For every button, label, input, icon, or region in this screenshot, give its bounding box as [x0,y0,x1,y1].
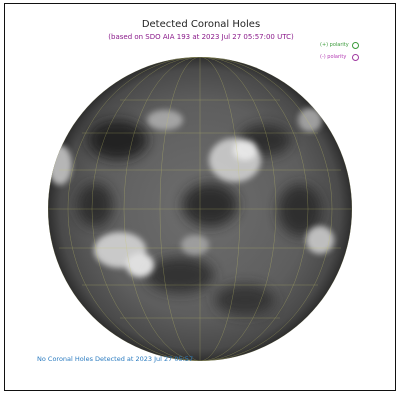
figure-title: Detected Coronal Holes [141,19,261,30]
figure-subtitle: (based on SDO AIA 193 at 2023 Jul 27 05:… [108,33,294,41]
legend-positive: (+) polarity [320,39,359,51]
legend-negative: (-) polarity [320,51,359,63]
green-circle-icon [352,41,359,49]
polarity-legend: (+) polarity (-) polarity [320,39,359,63]
legend-positive-label: (+) polarity [320,42,349,48]
legend-negative-label: (-) polarity [320,54,347,60]
purple-circle-icon [352,53,359,61]
detection-status-message: No Coronal Holes Detected at 2023 Jul 27… [37,355,194,363]
